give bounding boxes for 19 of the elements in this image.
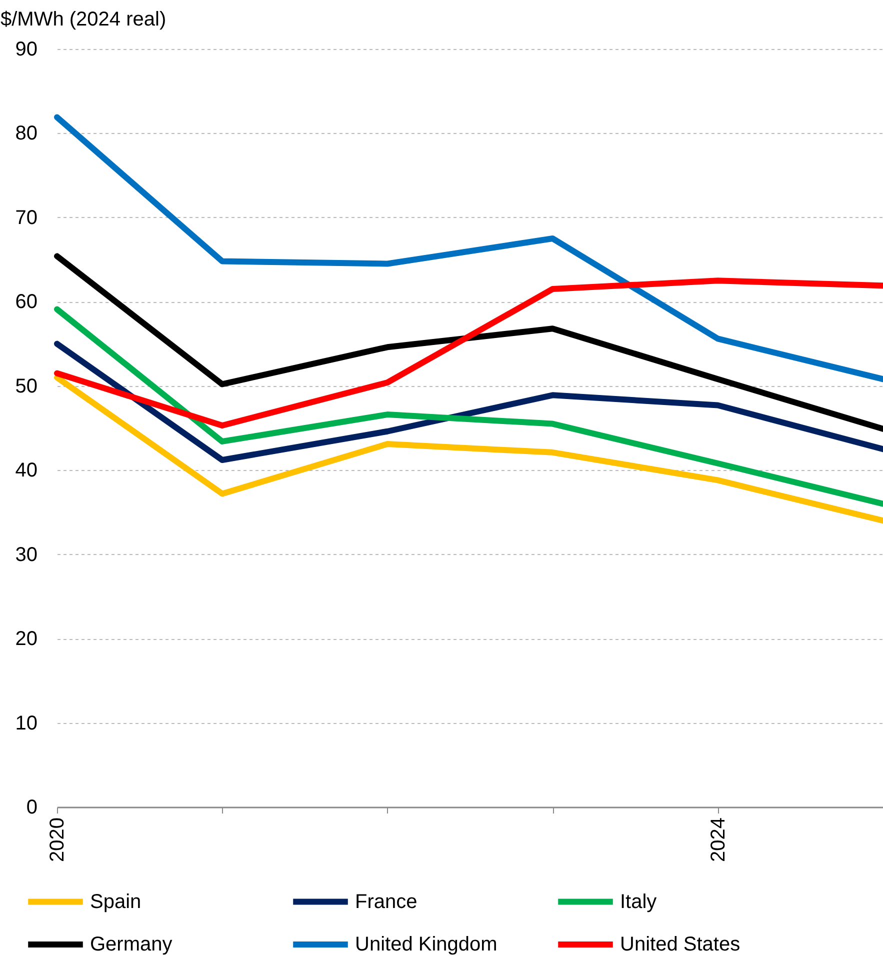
- y-tick-label: 90: [15, 38, 38, 60]
- legend-label: France: [355, 890, 418, 913]
- y-axis-title: $/MWh (2024 real): [0, 8, 166, 30]
- y-tick-label: 20: [15, 628, 38, 650]
- y-tick-label: 40: [15, 460, 38, 482]
- legend-label: United States: [620, 934, 740, 956]
- y-tick-label: 50: [15, 375, 38, 398]
- legend-label: United Kingdom: [355, 934, 498, 956]
- x-tick-label: 2024: [707, 818, 730, 862]
- legend-label: Germany: [90, 934, 172, 956]
- x-tick-label: 2020: [46, 818, 68, 862]
- y-tick-label: 80: [15, 122, 38, 145]
- y-tick-label: 60: [15, 291, 38, 314]
- y-tick-label: 70: [15, 206, 38, 229]
- y-tick-label: 0: [26, 796, 38, 818]
- y-tick-label: 30: [15, 544, 38, 566]
- y-tick-label: 10: [15, 712, 38, 734]
- legend-label: Italy: [620, 890, 657, 913]
- legend-label: Spain: [90, 890, 142, 913]
